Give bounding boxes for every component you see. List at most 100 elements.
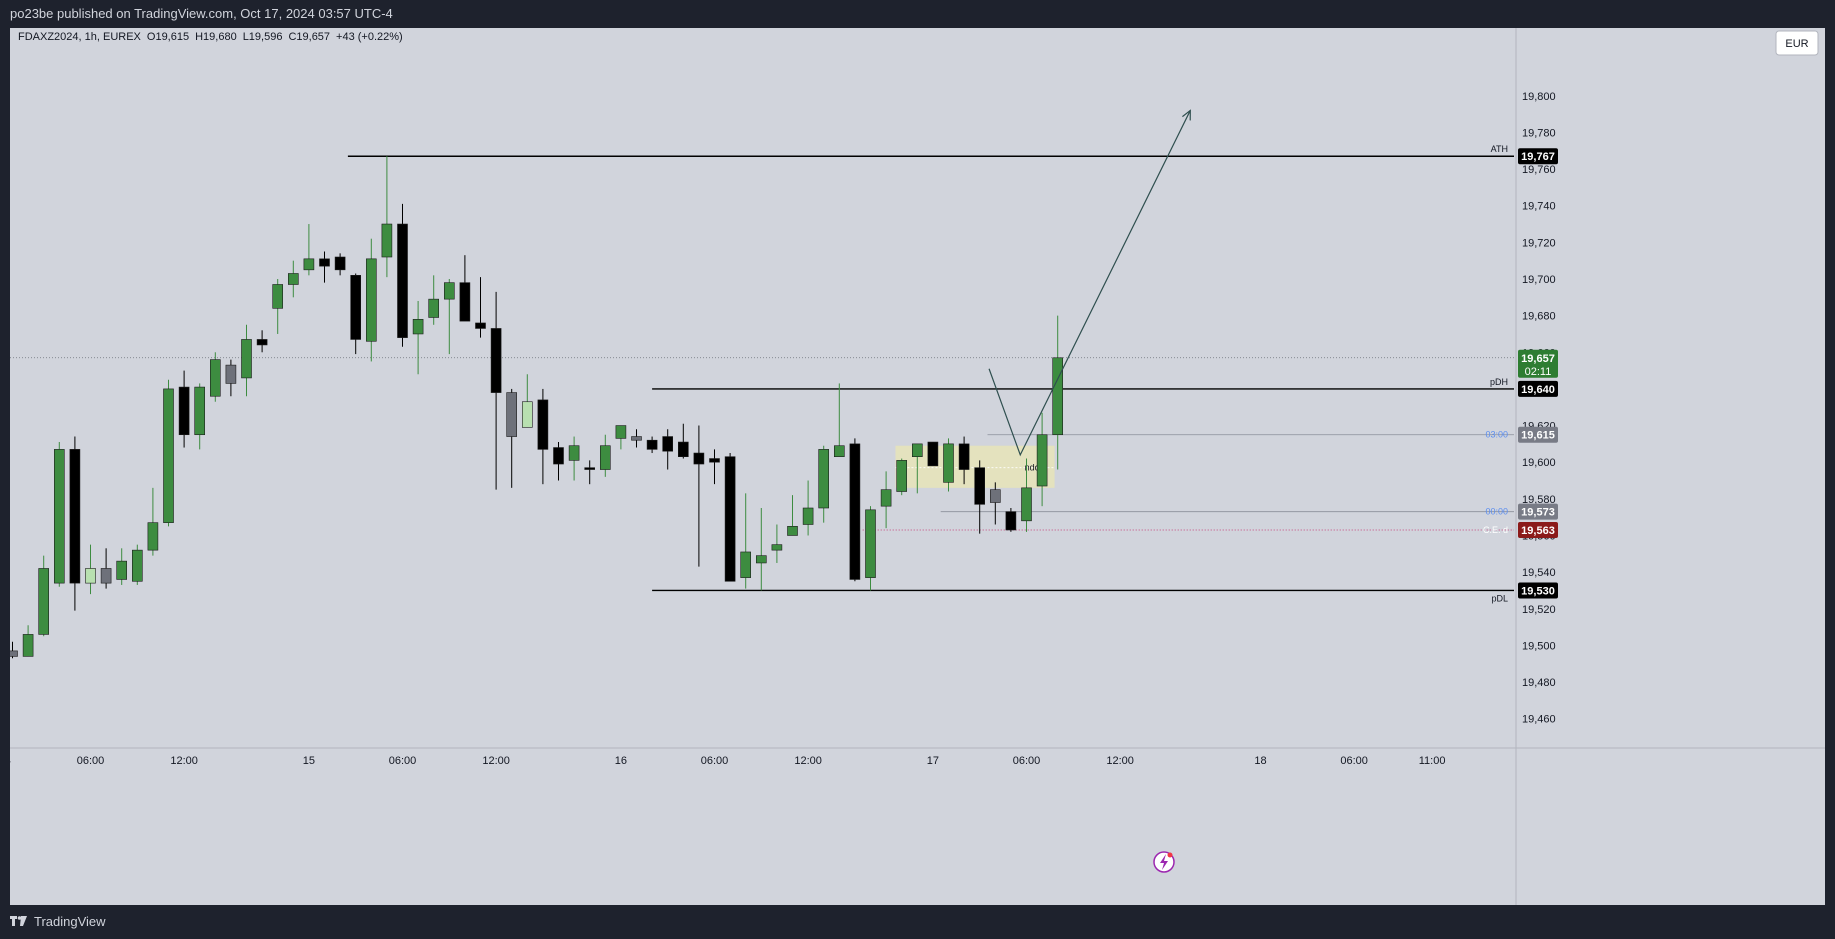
- candle-body[interactable]: [896, 460, 908, 492]
- candle[interactable]: [615, 425, 627, 450]
- candle[interactable]: [350, 273, 362, 355]
- candle[interactable]: [365, 238, 377, 362]
- candle-body[interactable]: [865, 509, 876, 578]
- candle-body[interactable]: [397, 223, 408, 338]
- candle-body[interactable]: [771, 544, 783, 551]
- candle-body[interactable]: [381, 223, 393, 258]
- candle[interactable]: [53, 442, 65, 587]
- candle[interactable]: [225, 359, 237, 397]
- candle[interactable]: [537, 388, 549, 485]
- candle[interactable]: [412, 300, 424, 375]
- candle-body[interactable]: [755, 555, 767, 564]
- candle[interactable]: [724, 453, 736, 582]
- candle-body[interactable]: [225, 364, 237, 384]
- candle[interactable]: [287, 260, 299, 298]
- candle-body[interactable]: [506, 392, 518, 437]
- candle-body[interactable]: [163, 388, 174, 523]
- candle[interactable]: [1021, 458, 1032, 532]
- candle[interactable]: [22, 625, 34, 657]
- candle[interactable]: [880, 471, 892, 529]
- candle[interactable]: [740, 493, 752, 589]
- candle[interactable]: [787, 495, 798, 536]
- candle-body[interactable]: [568, 445, 580, 461]
- candle-body[interactable]: [584, 467, 596, 470]
- candle[interactable]: [506, 388, 518, 488]
- candle[interactable]: [989, 482, 1001, 525]
- candle[interactable]: [256, 330, 268, 353]
- candle[interactable]: [69, 436, 81, 611]
- candle-body[interactable]: [116, 560, 127, 580]
- price-chart[interactable]: ATH pDH pDL 03:00 00:00 C.E. d ndog 19,460 19,…: [0, 28, 1825, 905]
- candle[interactable]: [943, 438, 954, 492]
- candle-body[interactable]: [911, 443, 923, 458]
- candle[interactable]: [319, 251, 330, 283]
- candle[interactable]: [709, 449, 720, 485]
- alert-lightning-icon[interactable]: [1153, 851, 1175, 873]
- lightning-icon[interactable]: [1160, 854, 1168, 870]
- candle-body[interactable]: [615, 425, 627, 439]
- candle-body[interactable]: [693, 452, 705, 465]
- candle-body[interactable]: [53, 449, 65, 584]
- candle[interactable]: [771, 524, 783, 563]
- candle[interactable]: [459, 255, 471, 322]
- candle-body[interactable]: [974, 467, 986, 505]
- candle-body[interactable]: [147, 522, 159, 551]
- candle-body[interactable]: [1005, 511, 1017, 531]
- candle[interactable]: [553, 442, 564, 481]
- candle-body[interactable]: [443, 282, 455, 300]
- candle[interactable]: [646, 436, 658, 454]
- candle[interactable]: [38, 555, 50, 637]
- candle-body[interactable]: [365, 258, 377, 342]
- candle-body[interactable]: [833, 445, 845, 458]
- candle[interactable]: [397, 203, 408, 347]
- candle[interactable]: [802, 480, 814, 536]
- candle[interactable]: [958, 436, 970, 485]
- candle-body[interactable]: [709, 458, 720, 463]
- candle[interactable]: [334, 253, 346, 276]
- candle[interactable]: [896, 458, 908, 496]
- candle[interactable]: [210, 352, 221, 402]
- candle-body[interactable]: [802, 507, 814, 525]
- candle[interactable]: [147, 487, 159, 556]
- candle[interactable]: [677, 423, 689, 459]
- candle-body[interactable]: [334, 256, 346, 271]
- candle[interactable]: [818, 445, 830, 523]
- candle-body[interactable]: [412, 318, 424, 335]
- candle[interactable]: [599, 434, 611, 477]
- candle-body[interactable]: [1052, 357, 1063, 436]
- candle-body[interactable]: [943, 443, 954, 483]
- candle-body[interactable]: [241, 339, 252, 379]
- candle[interactable]: [911, 443, 923, 494]
- candle-body[interactable]: [521, 401, 533, 428]
- candle-body[interactable]: [38, 568, 50, 635]
- currency-button[interactable]: EUR: [1775, 30, 1819, 56]
- candle[interactable]: [755, 508, 767, 591]
- candle[interactable]: [521, 374, 533, 428]
- candle[interactable]: [1036, 412, 1048, 507]
- currency-button-box[interactable]: [1775, 30, 1819, 56]
- candle-body[interactable]: [319, 258, 330, 267]
- candle[interactable]: [490, 291, 502, 490]
- candle-body[interactable]: [787, 526, 798, 536]
- candle[interactable]: [927, 441, 939, 467]
- candle-body[interactable]: [677, 441, 689, 458]
- candle-body[interactable]: [662, 436, 674, 452]
- candle[interactable]: [693, 425, 705, 567]
- candle-body[interactable]: [989, 489, 1001, 503]
- currency-label[interactable]: EUR: [1785, 38, 1808, 50]
- tradingview-brand[interactable]: TradingView: [10, 914, 106, 929]
- candle-body[interactable]: [287, 273, 299, 285]
- candle-body[interactable]: [553, 447, 564, 465]
- candle[interactable]: [974, 460, 986, 534]
- candle-body[interactable]: [490, 328, 502, 393]
- candle-body[interactable]: [7, 650, 18, 657]
- candle-body[interactable]: [85, 568, 96, 584]
- candle[interactable]: [475, 277, 486, 338]
- candle[interactable]: [381, 156, 393, 278]
- candle[interactable]: [1005, 508, 1017, 532]
- candle-body[interactable]: [210, 359, 221, 397]
- candle-body[interactable]: [724, 456, 736, 582]
- candle[interactable]: [178, 370, 190, 448]
- candle[interactable]: [443, 278, 455, 355]
- candle-body[interactable]: [599, 445, 611, 470]
